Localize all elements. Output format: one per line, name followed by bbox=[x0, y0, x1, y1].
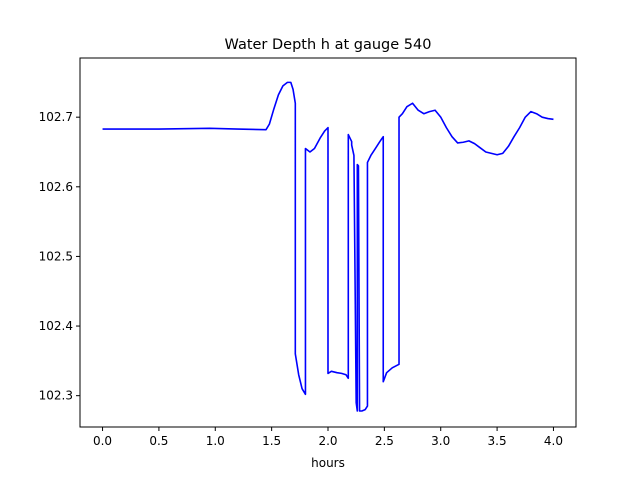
y-axis: 102.3 102.4 102.5 102.6 102.7 bbox=[39, 110, 80, 403]
x-tick-label: 3.0 bbox=[431, 434, 450, 448]
x-tick-label: 0.5 bbox=[149, 434, 168, 448]
y-tick-label: 102.6 bbox=[39, 180, 73, 194]
y-tick-label: 102.4 bbox=[39, 319, 73, 333]
x-tick-label: 4.0 bbox=[544, 434, 563, 448]
y-tick-label: 102.3 bbox=[39, 389, 73, 403]
chart-title: Water Depth h at gauge 540 bbox=[225, 37, 432, 53]
y-tick-label: 102.5 bbox=[39, 249, 73, 263]
x-axis-label: hours bbox=[311, 456, 345, 470]
x-tick-label: 0.0 bbox=[93, 434, 112, 448]
x-tick-label: 1.0 bbox=[206, 434, 225, 448]
x-tick-label: 2.5 bbox=[375, 434, 394, 448]
x-tick-label: 3.5 bbox=[488, 434, 507, 448]
series-line bbox=[102, 81, 554, 412]
x-tick-label: 1.5 bbox=[262, 434, 281, 448]
series-layer bbox=[102, 81, 554, 412]
x-axis: 0.0 0.5 1.0 1.5 2.0 2.5 3.0 3.5 4.0 bbox=[93, 427, 563, 448]
x-tick-label: 2.0 bbox=[318, 434, 337, 448]
y-tick-label: 102.7 bbox=[39, 110, 73, 124]
